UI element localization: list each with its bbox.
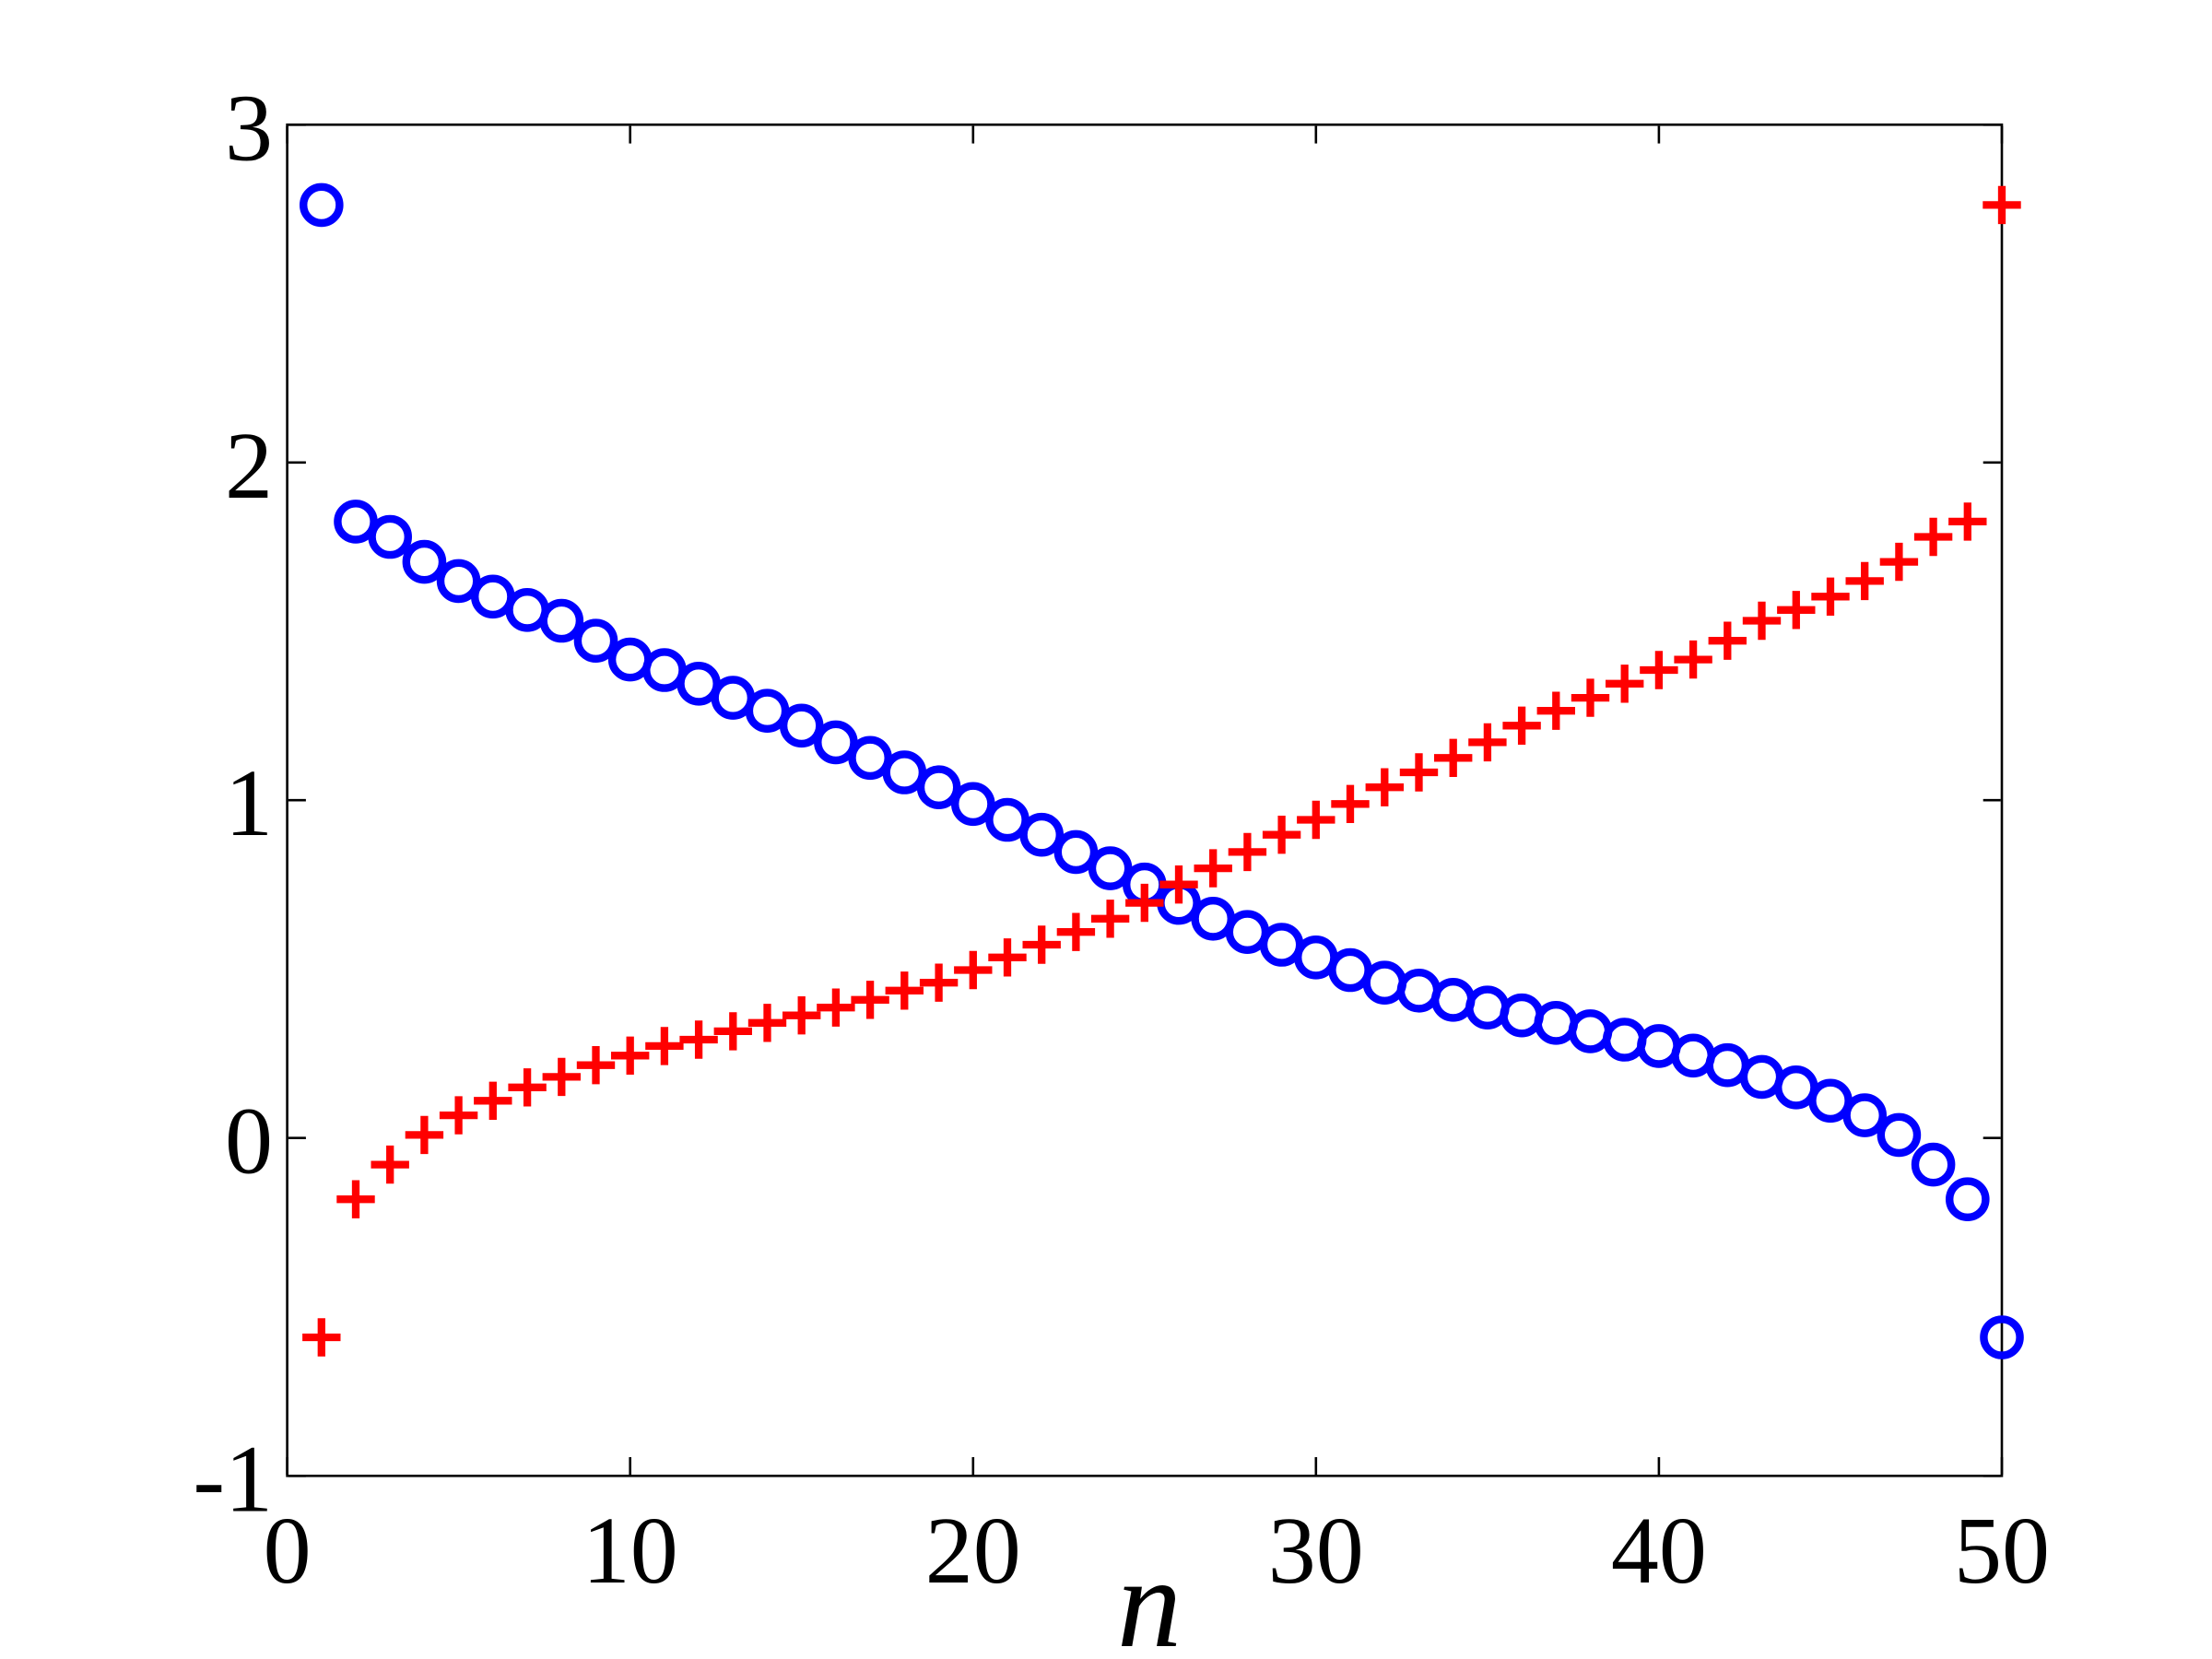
svg-text:20: 20 xyxy=(925,1498,1021,1604)
svg-text:-1: -1 xyxy=(193,1426,273,1532)
svg-text:3: 3 xyxy=(225,75,273,181)
svg-text:40: 40 xyxy=(1611,1498,1707,1604)
svg-text:0: 0 xyxy=(225,1088,273,1194)
svg-text:n: n xyxy=(1117,1532,1182,1659)
svg-text:0: 0 xyxy=(264,1498,312,1604)
svg-text:10: 10 xyxy=(582,1498,678,1604)
svg-text:30: 30 xyxy=(1268,1498,1364,1604)
svg-text:50: 50 xyxy=(1954,1498,2050,1604)
svg-text:1: 1 xyxy=(225,750,273,856)
svg-text:2: 2 xyxy=(225,413,273,519)
